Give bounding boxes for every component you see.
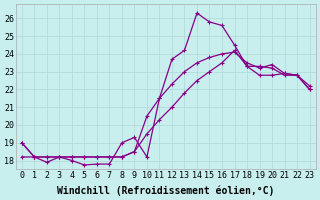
X-axis label: Windchill (Refroidissement éolien,°C): Windchill (Refroidissement éolien,°C) [57, 185, 274, 196]
